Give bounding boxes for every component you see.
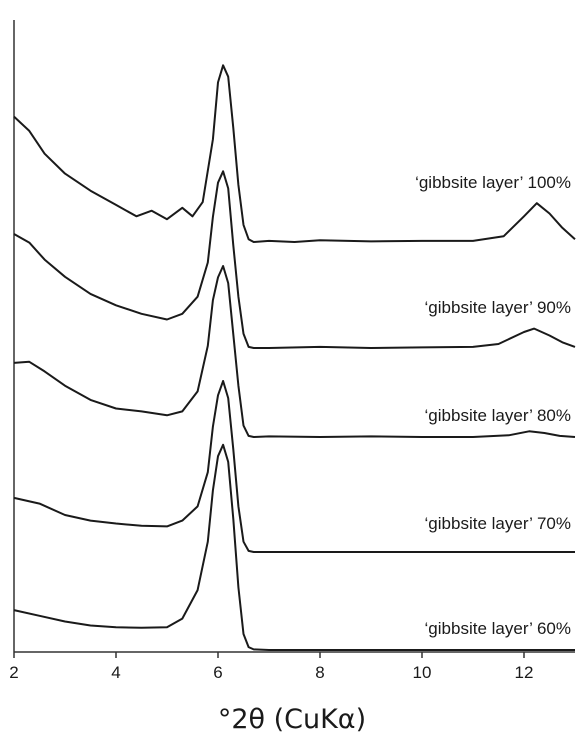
series-trace <box>13 443 575 651</box>
series-traces <box>13 64 576 651</box>
series-labels: ‘gibbsite layer’ 100% ‘gibbsite layer’ 90… <box>415 173 571 638</box>
series-label: ‘gibbsite layer’ 70% <box>425 514 571 533</box>
x-tick-label: 10 <box>413 663 432 682</box>
series-label: ‘gibbsite layer’ 90% <box>425 298 571 317</box>
x-tick-marks <box>13 652 525 658</box>
x-tick-label: 4 <box>111 663 120 682</box>
x-tick-label: 6 <box>213 663 222 682</box>
x-axis-label: °2θ (CuKα) <box>218 704 366 735</box>
series-trace <box>13 64 576 243</box>
x-tick-label: 12 <box>515 663 534 682</box>
x-tick-labels: 2 4 6 8 10 12 <box>9 663 533 682</box>
series-trace <box>13 265 576 438</box>
x-tick-label: 8 <box>315 663 324 682</box>
series-label: ‘gibbsite layer’ 100% <box>415 173 571 192</box>
series-label: ‘gibbsite layer’ 80% <box>425 406 571 425</box>
x-tick-label: 2 <box>9 663 18 682</box>
series-trace <box>13 380 575 553</box>
series-label: ‘gibbsite layer’ 60% <box>425 619 571 638</box>
series-trace <box>13 170 576 349</box>
